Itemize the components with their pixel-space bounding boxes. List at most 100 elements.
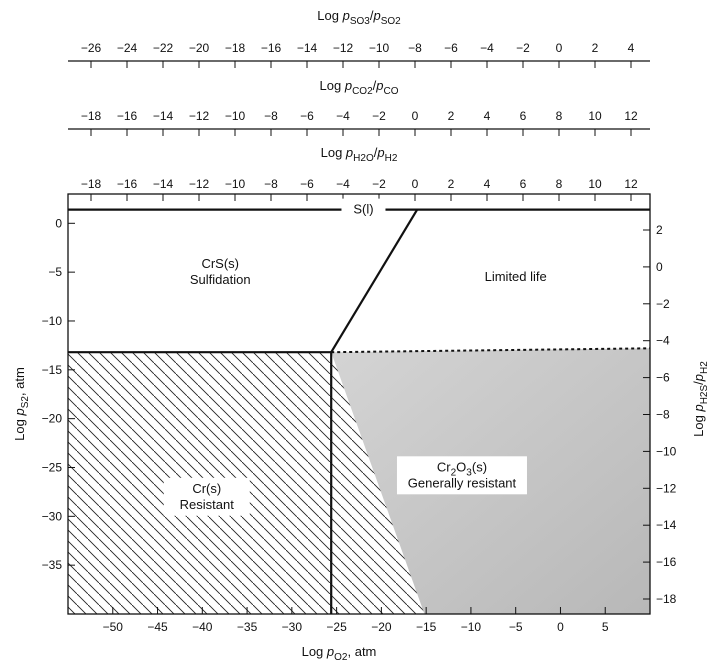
top-axis-title: Log pH2O/pH2 [321,145,398,164]
top-axis-title: Log pCO2/pCO [320,78,399,97]
top-tick-label: −6 [300,177,314,191]
region-label-text: Generally resistant [408,475,517,490]
y-right-tick-label: −6 [656,371,670,385]
top-tick-label: −6 [300,109,314,123]
top-tick-label: −16 [261,41,282,55]
region-label-text: Cr2O3(s) [437,459,487,478]
x-tick-label: −10 [461,620,482,634]
phase-fills [68,348,650,614]
region-labels: S(l) CrS(s)Sulfidation Limited life Cr(s)Re… [163,198,547,516]
region-label-text: Limited life [485,269,547,284]
top-tick-label: −18 [81,177,102,191]
top-tick-label: −8 [408,41,422,55]
region-label-cr: Cr(s)Resistant [163,477,250,516]
y-right-tick-label: −18 [656,592,677,606]
region-label-box [163,477,250,516]
top-tick-label: 10 [588,177,602,191]
y-right-tick-label: −16 [656,555,677,569]
top-tick-label: −14 [153,109,174,123]
top-tick-label: −18 [225,41,246,55]
y-right-tick-label: −2 [656,297,670,311]
left-axis: 0 −5 −10 −15 −20 −25 −30 −35 [42,216,75,572]
x-tick-label: −50 [103,620,124,634]
top-axes: Log pSO3/pSO2−26 −24 −22 −20 −18 −16 −14 −12 −10… [68,8,650,201]
top-tick-label: 4 [484,109,491,123]
y-tick-label: −20 [42,412,63,426]
y-right-tick-label: −8 [656,408,670,422]
y-tick-label: −25 [42,460,63,474]
top-tick-label: −26 [81,41,102,55]
y-right-tick-label: −4 [656,334,670,348]
x-tick-label: −15 [416,620,437,634]
y-right-tick-label: −10 [656,444,677,458]
boundary-solid-4 [330,209,419,353]
region-label-box [341,198,386,221]
top-tick-label: 12 [624,177,638,191]
y-tick-label: −5 [48,265,62,279]
top-tick-label: 0 [412,109,419,123]
top-tick-label: −2 [516,41,530,55]
y-axis-title: Log pS2, atm [12,367,31,441]
region-label-text: Resistant [180,497,235,512]
x-tick-label: 5 [602,620,609,634]
top-tick-label: −12 [333,41,354,55]
y-right-axis-title: Log pH2S/pH2 [691,361,710,437]
top-tick-label: −16 [117,109,138,123]
top-tick-label: −6 [444,41,458,55]
top-tick-label: 0 [412,177,419,191]
y-right-tick-label: 2 [656,223,663,237]
top-tick-label: 2 [592,41,599,55]
y-right-tick-label: −14 [656,518,677,532]
top-tick-label: −24 [117,41,138,55]
x-tick-label: −20 [371,620,392,634]
top-tick-label: 4 [484,177,491,191]
top-tick-label: −10 [225,109,246,123]
top-tick-label: −4 [336,109,350,123]
y-tick-label: −15 [42,363,63,377]
top-tick-label: 2 [448,109,455,123]
bottom-axis: −50 −45 −40 −35 −30 −25 −20 −15 −10 −5 0 5 [103,607,609,634]
x-tick-label: 0 [557,620,564,634]
y-right-tick-label: 0 [656,260,663,274]
top-tick-label: −18 [81,109,102,123]
axis-titles: Log pO2, atm Log pS2, atm Log pH2S/pH2 [12,361,710,663]
x-tick-label: −45 [147,620,168,634]
x-axis-title: Log pO2, atm [302,644,377,663]
plot-frame [67,193,651,615]
x-tick-label: −25 [326,620,347,634]
top-axis-1: Log pSO3/pSO2−26 −24 −22 −20 −18 −16 −14 −12 −10… [68,8,650,68]
top-tick-label: 6 [520,109,527,123]
top-tick-label: 6 [520,177,527,191]
top-tick-label: 8 [556,109,563,123]
region-label-s-liquid: S(l) [341,198,386,221]
top-axis-3: Log pH2O/pH2 −18 −16 −14 −12 −10 −8 −6 −4 −2 0 2 4 6 8… [81,145,638,201]
region-label-text: CrS(s) [201,256,239,271]
top-tick-label: −20 [189,41,210,55]
top-tick-label: −4 [480,41,494,55]
y-tick-label: 0 [55,216,62,230]
top-tick-label: −12 [189,109,210,123]
top-tick-label: −2 [372,109,386,123]
y-tick-label: −10 [42,314,63,328]
top-tick-label: −8 [264,177,278,191]
y-right-tick-label: −12 [656,481,677,495]
top-tick-label: 4 [628,41,635,55]
region-label-limited: Limited life [485,269,547,284]
region-label-crs: CrS(s)Sulfidation [190,256,251,287]
top-tick-label: −12 [189,177,210,191]
x-tick-label: −35 [237,620,258,634]
y-tick-label: −30 [42,509,63,523]
top-tick-label: −22 [153,41,174,55]
top-axis-2: Log pCO2/pCO −18 −16 −14 −12 −10 −8 −6 −4 −2 0 2 4 6 8… [68,78,650,136]
region-label-text: Cr(s) [192,481,221,496]
top-tick-label: 12 [624,109,638,123]
region-label-text: S(l) [353,202,373,217]
top-axis-title: Log pSO3/pSO2 [317,8,401,27]
top-tick-label: −10 [369,41,390,55]
top-tick-label: −10 [225,177,246,191]
top-tick-label: −4 [336,177,350,191]
region-label-box [396,456,527,495]
x-tick-label: −40 [192,620,213,634]
phase-boundaries [68,208,651,614]
